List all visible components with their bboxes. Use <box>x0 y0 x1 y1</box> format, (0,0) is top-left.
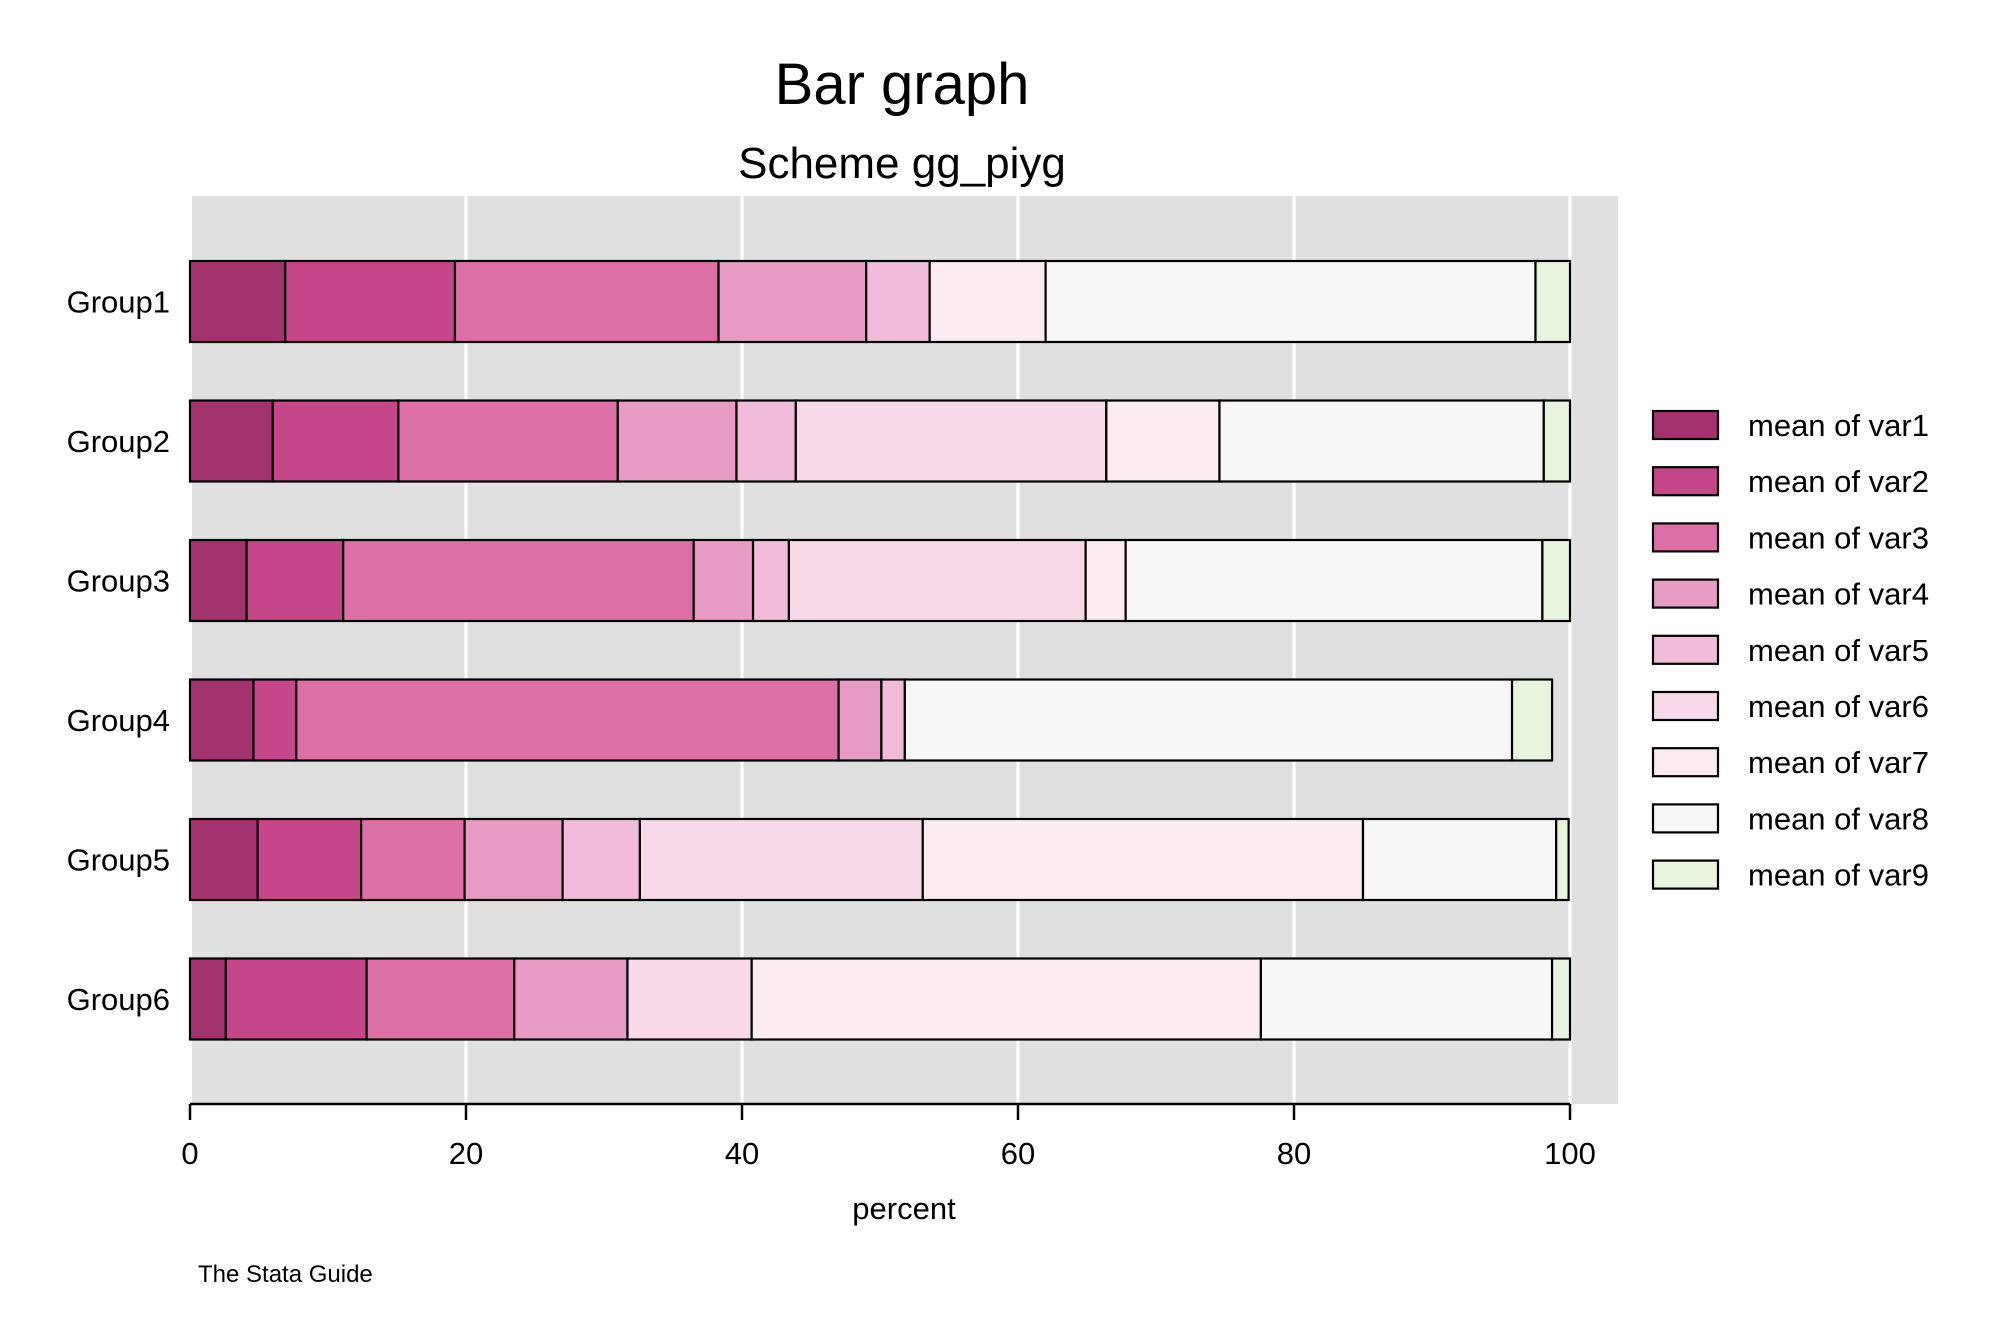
bar-group5-var4 <box>463 817 564 902</box>
legend-swatch-var4 <box>1651 578 1720 609</box>
bar-group6-var8 <box>1259 957 1554 1041</box>
category-labels: Group1 Group2 Group3 Group4 Group5 Group6 <box>67 285 170 1018</box>
category-label-group2: Group2 <box>67 424 170 459</box>
chart-note: The Stata Guide <box>198 1261 373 1288</box>
bar-group3-var3 <box>342 538 695 623</box>
bar-group3-var2 <box>245 538 345 623</box>
bar-group5-var6 <box>638 817 924 902</box>
bar-group5-var8 <box>1361 817 1558 902</box>
bar-group6-var4 <box>513 957 629 1041</box>
legend-label-var6: mean of var6 <box>1748 689 1929 724</box>
bar-group6-var6 <box>626 957 753 1041</box>
x-tick-label-3: 60 <box>1001 1136 1035 1171</box>
bar-group1-var3 <box>453 259 720 344</box>
bar-group3-var9 <box>1541 538 1572 623</box>
bar-group5-var1 <box>188 817 259 902</box>
bar-group3-var5 <box>751 538 791 623</box>
legend-swatch-var1 <box>1651 409 1720 441</box>
legend-swatch-var9 <box>1651 859 1720 890</box>
legend: mean of var1 mean of var2 mean of var3 mean… <box>1651 408 1929 893</box>
bar-group6-var2 <box>224 957 368 1041</box>
x-axis-title: percent <box>852 1191 956 1226</box>
bar-group2-var2 <box>271 399 400 483</box>
legend-label-var9: mean of var9 <box>1748 858 1929 893</box>
bar-group3-var7 <box>1084 538 1127 623</box>
x-tick-label-5: 100 <box>1544 1136 1596 1171</box>
bar-group5-var9 <box>1555 817 1570 902</box>
legend-swatch-var2 <box>1651 466 1720 497</box>
bar-group3-var4 <box>692 538 755 623</box>
bar-group4-var2 <box>252 678 298 762</box>
legend-label-var2: mean of var2 <box>1748 464 1929 499</box>
bar-group5-var5 <box>561 817 641 902</box>
category-label-group4: Group4 <box>67 703 170 738</box>
x-tick-label-0: 0 <box>181 1136 198 1171</box>
legend-swatch-var5 <box>1651 634 1720 665</box>
bar-group2-var9 <box>1542 399 1572 483</box>
bar-group2-var1 <box>188 399 274 483</box>
bar-group4-var5 <box>880 678 906 762</box>
category-label-group6: Group6 <box>67 982 170 1017</box>
bar-group3-var6 <box>787 538 1087 623</box>
bar-group6-var7 <box>750 957 1262 1041</box>
legend-swatch-var7 <box>1651 747 1720 778</box>
bar-group2-var5 <box>735 399 797 483</box>
x-tick-label-1: 20 <box>449 1136 483 1171</box>
bar-group1-var5 <box>865 259 931 344</box>
x-tick-label-2: 40 <box>725 1136 759 1171</box>
legend-label-var7: mean of var7 <box>1748 745 1929 780</box>
legend-label-var3: mean of var3 <box>1748 520 1929 555</box>
legend-label-var1: mean of var1 <box>1748 408 1929 443</box>
chart-title: Bar graph <box>775 52 1030 117</box>
bar-group4-var8 <box>903 678 1514 762</box>
bar-group2-var8 <box>1218 399 1545 483</box>
bar-group1-var4 <box>717 259 868 344</box>
bar-group1-var1 <box>188 259 287 344</box>
legend-label-var5: mean of var5 <box>1748 633 1929 668</box>
bar-group5-var7 <box>921 817 1365 902</box>
bar-group1-var9 <box>1534 259 1572 344</box>
bar-group4-var1 <box>188 678 255 762</box>
legend-label-var4: mean of var4 <box>1748 577 1929 612</box>
bar-group6-var9 <box>1550 957 1572 1041</box>
bar-group3-var1 <box>188 538 248 623</box>
legend-swatch-var3 <box>1651 522 1720 553</box>
bar-group1-var7 <box>928 259 1047 344</box>
bar-group1-var2 <box>284 259 457 344</box>
category-label-group5: Group5 <box>67 843 170 878</box>
category-label-group1: Group1 <box>67 285 170 320</box>
bar-group6-var1 <box>188 957 227 1041</box>
gridlines <box>188 196 1572 1104</box>
bar-group2-var3 <box>397 399 619 483</box>
bar-group3-var8 <box>1124 538 1544 623</box>
x-tick-label-4: 80 <box>1277 1136 1311 1171</box>
category-label-group3: Group3 <box>67 564 170 599</box>
chart-subtitle: Scheme gg_piyg <box>738 139 1066 188</box>
bar-group2-var6 <box>794 399 1108 483</box>
bars <box>188 259 1572 1041</box>
legend-label-var8: mean of var8 <box>1748 801 1929 836</box>
bar-group4-var9 <box>1510 678 1554 762</box>
bar-group2-var7 <box>1105 399 1221 483</box>
plot-area <box>192 196 1618 1104</box>
bar-group5-var3 <box>360 817 466 902</box>
bar-group4-var3 <box>295 678 840 762</box>
bar-group1-var8 <box>1044 259 1537 344</box>
legend-swatch-var8 <box>1651 803 1720 834</box>
bar-group2-var4 <box>616 399 738 483</box>
x-axis: 0 20 40 60 80 100 <box>181 1102 1596 1171</box>
bar-group4-var4 <box>837 678 883 762</box>
bar-group6-var3 <box>365 957 516 1041</box>
bar-group5-var2 <box>256 817 363 902</box>
legend-swatch-var6 <box>1651 690 1720 722</box>
